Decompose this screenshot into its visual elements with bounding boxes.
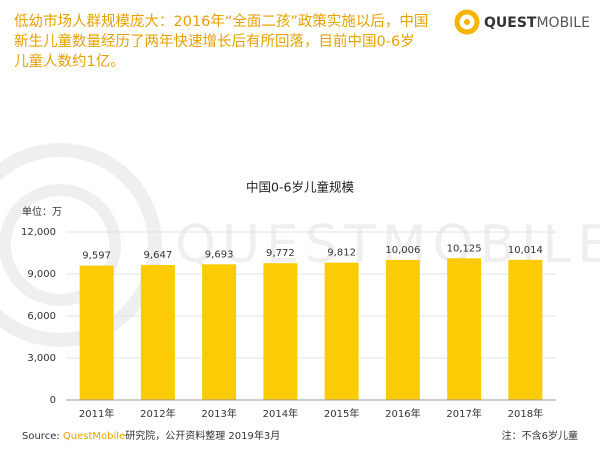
bar: [140, 264, 175, 400]
logo-light: MOBILE: [536, 15, 589, 31]
bar: [508, 259, 543, 400]
value-label: 9,693: [205, 249, 234, 260]
bar: [79, 265, 114, 400]
x-tick-label: 2013年: [201, 407, 236, 420]
source: Source: QuestMobile研究院，公开资料整理 2019年3月: [22, 429, 280, 442]
source-org: QuestMobile: [63, 431, 125, 442]
bar: [202, 264, 237, 400]
value-label: 9,647: [144, 250, 173, 261]
x-tick-label: 2012年: [140, 407, 175, 420]
y-tick-label: 3,000: [27, 353, 56, 364]
source-rest: 研究院，公开资料整理 2019年3月: [125, 429, 280, 442]
unit-label: 单位：万: [22, 205, 62, 218]
headline: 新生儿童数量经历了两年快速增长后有所回落，目前中国0-6岁: [14, 32, 415, 50]
source-label: Source:: [22, 431, 60, 442]
y-tick-label: 6,000: [27, 311, 56, 322]
value-label: 10,125: [447, 243, 482, 254]
chart-title: 中国0-6岁儿童规模: [246, 180, 354, 195]
bar: [263, 263, 298, 400]
value-label: 10,014: [508, 245, 543, 256]
x-tick-label: 2018年: [508, 407, 543, 420]
value-label: 9,772: [266, 248, 295, 259]
watermark-ring: [0, 184, 121, 306]
bar: [324, 262, 359, 400]
x-tick-label: 2015年: [324, 407, 359, 420]
logo: QUESTMOBILE: [454, 9, 590, 35]
bar: [385, 259, 420, 400]
logo-bold: QUEST: [484, 15, 537, 31]
logo-icon: [454, 9, 480, 35]
bar: [447, 258, 482, 400]
watermark-ring: [0, 143, 162, 347]
headline: 儿童人数约1亿。: [14, 52, 125, 70]
x-tick-label: 2011年: [79, 407, 114, 420]
logo-dot: [464, 19, 470, 25]
y-tick-label: 12,000: [21, 227, 56, 238]
logo-text: QUESTMOBILE: [484, 15, 590, 31]
x-tick-label: 2016年: [385, 407, 420, 420]
x-tick-label: 2014年: [263, 407, 298, 420]
value-label: 9,597: [82, 251, 111, 262]
y-tick-label: 9,000: [27, 269, 56, 280]
value-label: 9,812: [327, 248, 356, 259]
value-label: 10,006: [385, 245, 420, 256]
x-tick-label: 2017年: [446, 407, 481, 420]
headline: 低幼市场人群规模庞大：2016年“全面二孩”政策实施以后，中国: [14, 12, 428, 30]
note: 注：不含6岁儿童: [502, 429, 578, 442]
y-tick-label: 0: [50, 395, 56, 406]
